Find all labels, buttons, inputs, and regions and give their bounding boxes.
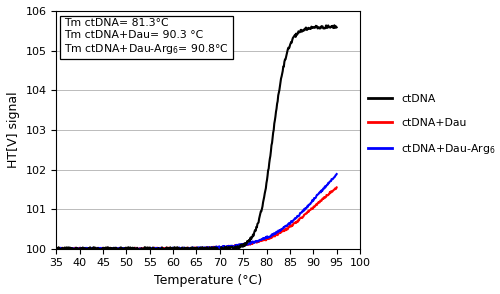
- Y-axis label: HT[V] signal: HT[V] signal: [7, 91, 20, 168]
- X-axis label: Temperature (°C): Temperature (°C): [154, 274, 262, 287]
- Legend: ctDNA, ctDNA+Dau, ctDNA+Dau-Arg$_6$: ctDNA, ctDNA+Dau, ctDNA+Dau-Arg$_6$: [368, 94, 496, 156]
- Text: Tm ctDNA= 81.3°C
Tm ctDNA+Dau= 90.3 °C
Tm ctDNA+Dau-Arg$_6$= 90.8°C: Tm ctDNA= 81.3°C Tm ctDNA+Dau= 90.3 °C T…: [64, 18, 229, 56]
